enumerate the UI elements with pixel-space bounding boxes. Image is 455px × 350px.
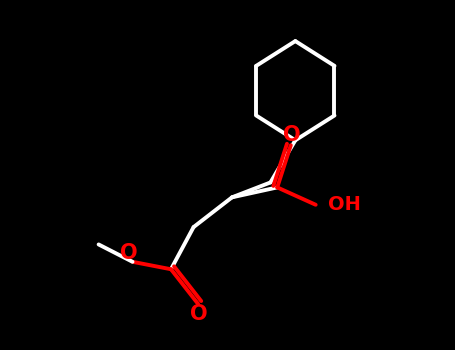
Text: OH: OH	[329, 195, 361, 214]
Text: O: O	[283, 125, 301, 145]
Text: O: O	[190, 304, 208, 324]
Text: O: O	[120, 243, 138, 263]
